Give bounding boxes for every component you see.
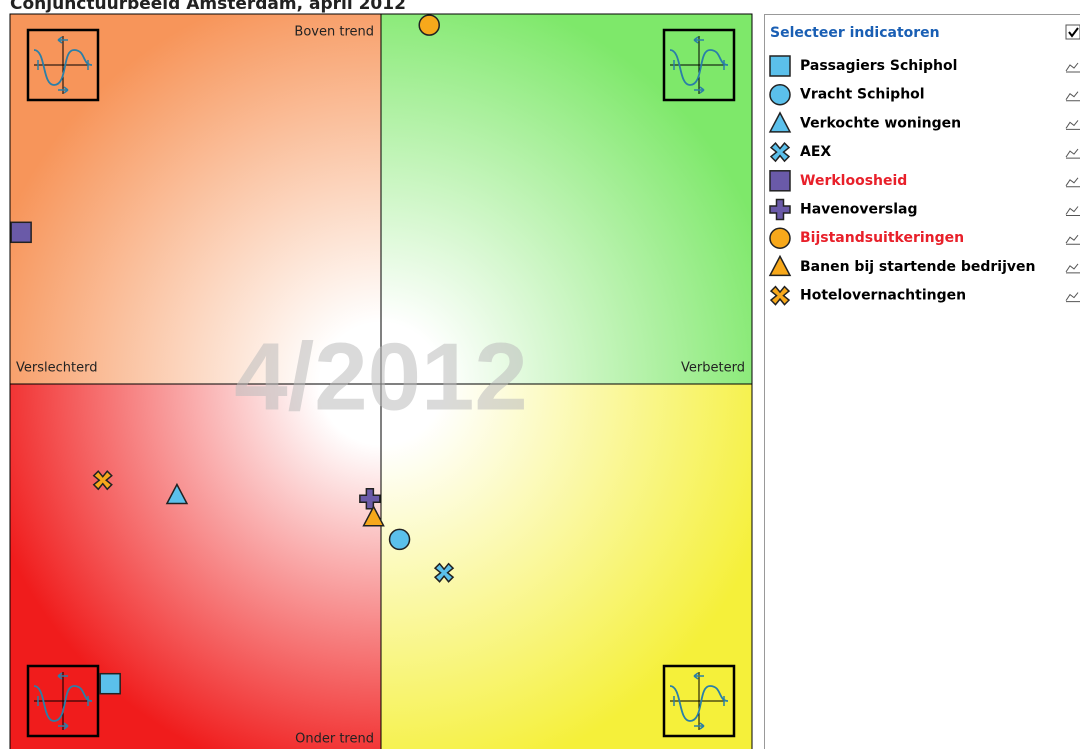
legend-marker (769, 227, 791, 249)
point (418, 14, 440, 36)
sparkline-button[interactable] (1065, 234, 1080, 245)
legend-marker (769, 141, 791, 163)
sparkline-button[interactable] (1065, 148, 1080, 159)
watermark: 4/2012 (234, 323, 528, 430)
checkbox[interactable] (1065, 24, 1080, 40)
legend-label[interactable]: Havenoverslag (800, 202, 918, 218)
legend-label[interactable]: Werkloosheid (800, 173, 907, 189)
legend-label[interactable]: Passagiers Schiphol (800, 58, 957, 74)
point (10, 221, 32, 244)
legend-marker (769, 198, 791, 221)
quadrant (10, 14, 381, 384)
legend-marker (769, 285, 791, 306)
sparkline-button[interactable] (1065, 177, 1080, 188)
quadrant (381, 384, 752, 749)
quadrant-label: Onder trend (295, 732, 374, 747)
checkmark (1068, 27, 1079, 38)
legend-panel (764, 14, 1080, 749)
quadrant-label: Verbeterd (681, 361, 745, 376)
sparkline-button[interactable] (1065, 91, 1080, 102)
legend-marker (769, 55, 791, 77)
quadrant-label: Boven trend (294, 25, 374, 40)
sparkline-button[interactable] (1065, 62, 1080, 73)
legend-marker (768, 111, 792, 133)
point (99, 672, 121, 695)
point (388, 528, 411, 551)
legend-title[interactable]: Selecteer indicatoren (770, 25, 940, 41)
legend-label[interactable]: AEX (800, 144, 831, 160)
legend-label[interactable]: Bijstandsuitkeringen (800, 230, 964, 246)
point (92, 470, 113, 491)
sparkline-button[interactable] (1065, 120, 1080, 130)
legend-label[interactable]: Vracht Schiphol (800, 87, 925, 103)
point (165, 482, 189, 505)
quadrant (381, 14, 752, 384)
point (433, 562, 455, 583)
legend-label[interactable]: Hotelovernachtingen (800, 288, 966, 304)
sparkline-button[interactable] (1065, 263, 1080, 274)
legend-marker (769, 170, 791, 192)
legend-label[interactable]: Banen bij startende bedrijven (800, 259, 1035, 275)
legend-marker (769, 83, 791, 106)
sparkline-button[interactable] (1065, 292, 1080, 303)
legend-marker (768, 254, 792, 277)
point (362, 505, 385, 527)
chart-title: Conjunctuurbeeld Amsterdam, april 2012 (10, 0, 406, 14)
sparkline-button[interactable] (1065, 206, 1080, 216)
legend-label[interactable]: Verkochte woningen (800, 115, 961, 131)
quadrant (10, 384, 381, 749)
quadrant-label: Verslechterd (16, 361, 97, 376)
